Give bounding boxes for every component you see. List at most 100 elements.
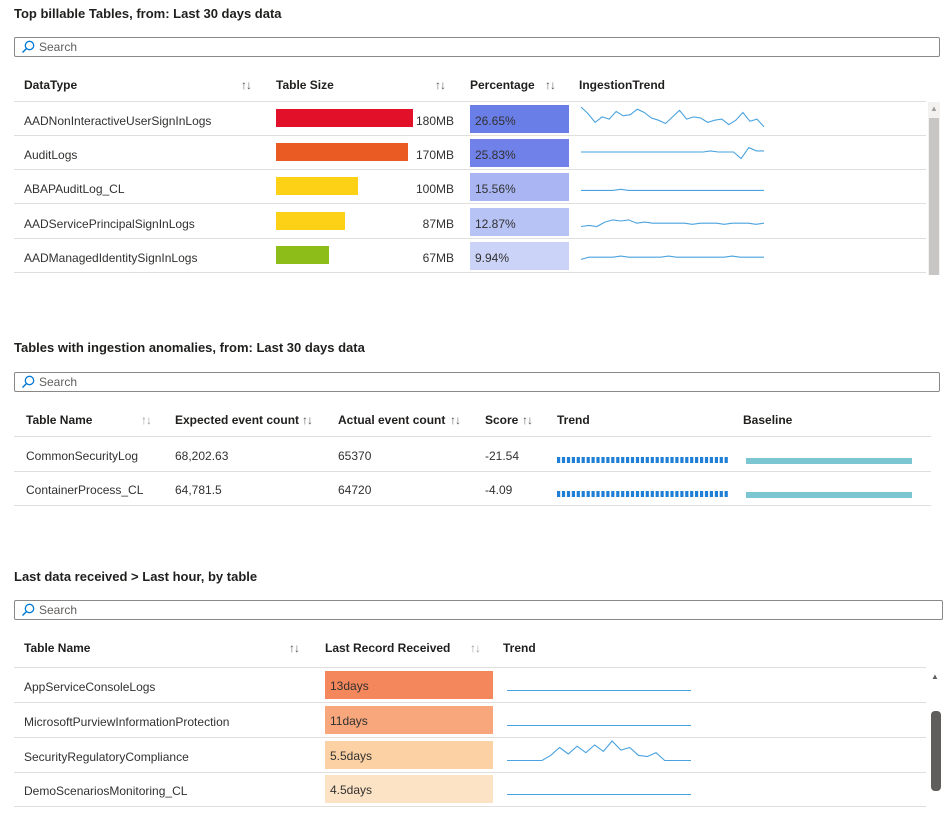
billable-search-box[interactable] <box>14 37 940 57</box>
row-table-size: 100MB <box>415 182 454 196</box>
row-divider <box>14 806 926 807</box>
trend-bars <box>557 491 728 497</box>
row-percentage: 9.94% <box>470 242 569 270</box>
header-percentage[interactable]: Percentage <box>470 78 535 92</box>
row-divider <box>14 238 926 239</box>
sort-table-name-icon[interactable]: ↑↓ <box>141 413 152 427</box>
row-divider <box>14 272 926 273</box>
row-table-size: 67MB <box>422 251 454 265</box>
row-actual-count: 65370 <box>338 449 372 463</box>
row-divider <box>14 203 926 204</box>
row-percentage: 25.83% <box>470 139 569 167</box>
row-datatype: AADServicePrincipalSignInLogs <box>24 217 195 231</box>
row-table-name: SecurityRegulatoryCompliance <box>24 750 189 764</box>
row-percentage: 26.65% <box>470 105 569 133</box>
row-last-record: 4.5days <box>325 775 493 803</box>
anomalies-search-box[interactable] <box>14 372 940 392</box>
sort-score-icon[interactable]: ↑↓ <box>522 413 533 427</box>
row-divider <box>14 169 926 170</box>
row-table-size: 170MB <box>415 148 454 162</box>
header-divider <box>14 101 926 102</box>
ingestion-trend-sparkline <box>581 188 764 191</box>
header-table-size[interactable]: Table Size <box>276 78 334 92</box>
trend-bars <box>557 457 728 463</box>
trend-sparkline <box>507 689 691 692</box>
header-table-name[interactable]: Table Name <box>26 413 93 427</box>
trend-sparkline <box>507 740 691 762</box>
header-actual-count[interactable]: Actual event count <box>338 413 446 427</box>
header-baseline: Baseline <box>743 413 793 427</box>
row-table-name: AppServiceConsoleLogs <box>24 680 156 694</box>
table-size-bar <box>276 212 345 230</box>
header-score[interactable]: Score <box>485 413 519 427</box>
sort-last-record-icon[interactable]: ↑↓ <box>470 641 481 655</box>
row-score: -4.09 <box>485 483 513 497</box>
row-datatype: AADManagedIdentitySignInLogs <box>24 251 198 265</box>
row-divider <box>14 471 931 472</box>
table-size-bar <box>276 109 413 127</box>
row-last-record: 11days <box>325 706 493 734</box>
sort-table-name-icon[interactable]: ↑↓ <box>289 641 300 655</box>
lastdata-scrollbar-thumb[interactable] <box>931 711 941 791</box>
anomalies-search-input[interactable] <box>39 374 339 390</box>
row-score: -21.54 <box>485 449 520 463</box>
row-divider <box>14 737 926 738</box>
row-table-name: DemoScenariosMonitoring_CL <box>24 784 188 798</box>
row-expected-count: 68,202.63 <box>175 449 229 463</box>
row-divider <box>14 772 926 773</box>
header-trend: Trend <box>557 413 590 427</box>
header-divider <box>14 436 931 437</box>
header-table-name[interactable]: Table Name <box>24 641 91 655</box>
ingestion-trend-sparkline <box>580 255 764 260</box>
ingestion-trend-sparkline <box>580 219 765 228</box>
row-actual-count: 64720 <box>338 483 372 497</box>
anomalies-section-title: Tables with ingestion anomalies, from: L… <box>14 340 365 355</box>
header-last-record[interactable]: Last Record Received <box>325 641 451 655</box>
trend-sparkline <box>507 724 691 727</box>
search-icon <box>22 375 35 388</box>
billable-section-title: Top billable Tables, from: Last 30 days … <box>14 6 282 21</box>
row-divider <box>14 505 931 506</box>
billable-search-input[interactable] <box>39 39 339 55</box>
row-datatype: ABAPAuditLog_CL <box>24 182 125 196</box>
header-divider <box>14 667 926 668</box>
baseline-bar <box>746 458 912 464</box>
lastdata-section-title: Last data received > Last hour, by table <box>14 569 258 584</box>
row-table-size: 180MB <box>415 114 454 128</box>
row-table-size: 87MB <box>422 217 454 231</box>
row-datatype: AuditLogs <box>24 148 78 162</box>
sort-size-icon[interactable]: ↑↓ <box>435 78 446 92</box>
baseline-bar <box>746 492 912 498</box>
header-datatype[interactable]: DataType <box>24 78 78 92</box>
header-ingestion-trend: IngestionTrend <box>579 78 666 92</box>
table-size-bar <box>276 246 329 264</box>
search-icon <box>22 40 35 53</box>
scroll-up-arrow-icon[interactable]: ▲ <box>930 104 938 113</box>
table-size-bar <box>276 177 358 195</box>
billable-scrollbar-thumb[interactable] <box>929 118 939 275</box>
header-expected-count[interactable]: Expected event count <box>175 413 300 427</box>
sort-expected-icon[interactable]: ↑↓ <box>302 413 313 427</box>
lastdata-search-box[interactable] <box>14 600 943 620</box>
row-divider <box>14 135 926 136</box>
sort-actual-icon[interactable]: ↑↓ <box>450 413 461 427</box>
row-table-name: ContainerProcess_CL <box>26 483 144 497</box>
search-icon <box>22 603 35 616</box>
ingestion-trend-sparkline <box>580 106 765 128</box>
scroll-up-arrow-icon[interactable]: ▲ <box>931 672 939 681</box>
row-divider <box>14 702 926 703</box>
trend-sparkline <box>507 793 691 796</box>
table-size-bar <box>276 143 408 161</box>
header-trend: Trend <box>503 641 536 655</box>
sort-percentage-icon[interactable]: ↑↓ <box>545 78 556 92</box>
row-last-record: 13days <box>325 671 493 699</box>
sort-datatype-icon[interactable]: ↑↓ <box>241 78 252 92</box>
row-percentage: 15.56% <box>470 173 569 201</box>
row-datatype: AADNonInteractiveUserSignInLogs <box>24 114 212 128</box>
row-table-name: CommonSecurityLog <box>26 449 139 463</box>
row-percentage: 12.87% <box>470 208 569 236</box>
row-last-record: 5.5days <box>325 741 493 769</box>
row-expected-count: 64,781.5 <box>175 483 222 497</box>
ingestion-trend-sparkline <box>581 146 764 160</box>
lastdata-search-input[interactable] <box>39 602 339 618</box>
